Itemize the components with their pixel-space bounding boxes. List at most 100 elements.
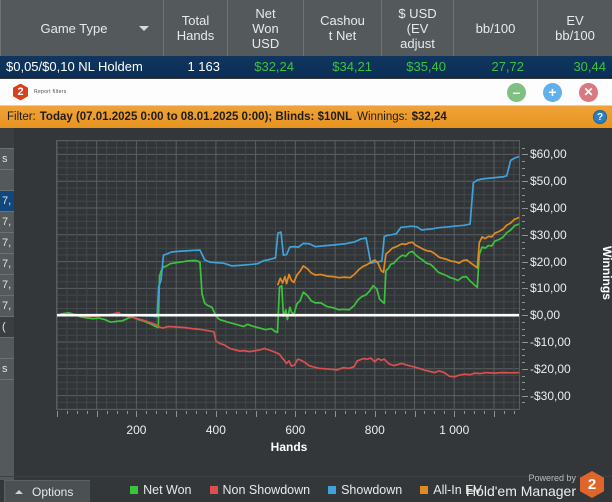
x-axis-tick-mark: [245, 411, 247, 414]
y-axis-tick-label: $30,00: [530, 227, 567, 242]
y-axis-tick-label: $40,00: [530, 201, 567, 215]
x-axis-tick-mark: [493, 411, 495, 417]
caret-up-icon: [15, 489, 23, 494]
x-axis-title: Hands: [270, 440, 308, 454]
y-axis-minor-tick: [522, 295, 525, 297]
y-axis-tick-label: -$10,00: [530, 335, 571, 349]
y-axis-minor-tick: [522, 321, 525, 323]
y-axis-minor-tick: [522, 382, 525, 384]
column-header-label-line1: Total: [181, 13, 210, 28]
cell-ev-bb-100: 30,44: [573, 59, 606, 74]
column-header-label-line3: USD: [251, 35, 280, 51]
column-header-label: Game Type: [40, 20, 108, 36]
table-row[interactable]: $0,05/$0,10 NL Holdem 1 163 $32,24 $34,2…: [0, 56, 612, 78]
legend-swatch-icon: [328, 486, 337, 494]
x-axis-tick-mark: [86, 411, 88, 414]
x-axis-tick-mark: [513, 411, 515, 414]
y-axis-minor-tick: [522, 375, 525, 377]
chevron-down-icon[interactable]: [139, 26, 149, 31]
y-axis-minor-tick: [522, 348, 525, 350]
y-axis-tick-mark: [522, 315, 528, 317]
x-axis-tick-mark: [464, 411, 466, 414]
x-axis-tick-mark: [414, 411, 416, 417]
x-axis-tick-mark: [76, 411, 78, 414]
filter-bar[interactable]: Filter: Today (07.01.2025 0:00 to 08.01.…: [0, 106, 612, 128]
legend-item-all-in-ev[interactable]: All-In EV: [420, 483, 482, 497]
x-axis-tick-mark: [454, 411, 456, 417]
x-axis-tick-mark: [474, 411, 476, 414]
y-axis-tick-mark: [522, 234, 528, 236]
x-axis-tick-mark: [66, 411, 68, 414]
x-axis-tick-mark: [225, 411, 227, 414]
column-header-total-hands[interactable]: Total Hands: [164, 0, 228, 56]
x-axis-tick-mark: [265, 411, 267, 414]
column-header-game-type[interactable]: Game Type: [0, 0, 164, 56]
legend-item-non-showdown[interactable]: Non Showdown: [209, 483, 310, 497]
y-axis-minor-tick: [522, 174, 525, 176]
help-question-icon[interactable]: ?: [593, 110, 607, 124]
y-axis-minor-tick: [522, 355, 525, 357]
list-item: 7,: [0, 212, 14, 233]
column-header-bb-100[interactable]: bb/100: [454, 0, 538, 56]
x-axis-tick-mark: [305, 411, 307, 414]
legend-label: Net Won: [143, 483, 192, 497]
y-axis-tick-label: -$30,00: [530, 388, 571, 403]
x-axis-tick-mark: [176, 411, 178, 417]
y-axis-minor-tick: [522, 228, 525, 230]
y-axis-minor-tick: [522, 167, 525, 169]
chart-legend: Net Won Non Showdown Showdown All-In EV: [0, 478, 612, 502]
column-header-usd-ev-adjust[interactable]: $ USD (EV adjust: [382, 0, 454, 56]
x-axis-tick-mark: [364, 411, 366, 414]
x-axis-tick-mark: [196, 411, 198, 414]
x-axis-tick-mark: [384, 411, 386, 414]
list-item: s: [0, 149, 14, 170]
options-button[interactable]: Options: [4, 480, 90, 502]
y-axis-minor-tick: [522, 147, 525, 149]
x-axis-tick-mark: [374, 411, 376, 417]
plot-svg: [57, 141, 519, 409]
minus-circle-icon[interactable]: –: [507, 82, 526, 102]
x-axis-tick-mark: [345, 411, 346, 414]
cell-cashout-net: $34,21: [332, 59, 372, 74]
legend-item-showdown[interactable]: Showdown: [328, 483, 402, 497]
y-axis-tick-label: $60,00: [530, 147, 567, 162]
y-axis-minor-tick: [522, 161, 525, 163]
list-item: [0, 128, 14, 149]
y-axis-minor-tick: [522, 335, 525, 337]
legend-item-net-won[interactable]: Net Won: [130, 483, 192, 497]
column-header-label: bb/100: [475, 20, 516, 36]
x-axis-tick-mark: [424, 411, 426, 414]
column-header-ev-bb-100[interactable]: EV bb/100: [538, 0, 612, 56]
column-header-label-line1: Net: [255, 5, 276, 21]
x-axis-tick-mark: [255, 411, 257, 417]
divider: [0, 476, 612, 477]
y-axis-tick-label: -$20,00: [530, 361, 571, 376]
column-header-net-won-usd[interactable]: Net Won USD: [228, 0, 304, 56]
x-axis-tick-mark: [404, 411, 406, 414]
y-axis-tick-mark: [522, 368, 528, 370]
x-axis-tick-mark: [335, 411, 337, 417]
y-axis-minor-tick: [522, 194, 525, 196]
column-header-label-line3: adjust: [400, 35, 435, 51]
x-axis-tick-mark: [205, 411, 207, 414]
report-toolbar: 2 Report filters – + ✕: [0, 79, 612, 106]
y-axis-minor-tick: [522, 187, 525, 189]
column-header-label-line2: Hands: [176, 28, 215, 43]
y-axis-minor-tick: [522, 281, 525, 283]
column-header-label-line1: EV: [566, 13, 584, 28]
close-circle-icon[interactable]: ✕: [579, 82, 598, 102]
y-axis-minor-tick: [522, 221, 525, 223]
legend-label: All-In EV: [433, 483, 482, 497]
x-axis-tick-label: 1 000: [439, 423, 470, 437]
legend-swatch-icon: [130, 486, 139, 494]
column-header-cashout-net[interactable]: Cashou t Net: [304, 0, 382, 56]
x-axis-tick-mark: [57, 411, 58, 417]
x-axis-tick-mark: [444, 411, 446, 414]
x-axis-tick-mark: [146, 411, 148, 414]
legend-label: Showdown: [341, 483, 403, 497]
x-axis: 200 400 600 800 1 000: [56, 411, 522, 451]
y-axis-tick-label: $20,00: [530, 254, 567, 269]
plus-circle-icon[interactable]: +: [543, 82, 562, 102]
x-axis-tick-mark: [156, 411, 158, 414]
y-axis-minor-tick: [522, 362, 525, 364]
